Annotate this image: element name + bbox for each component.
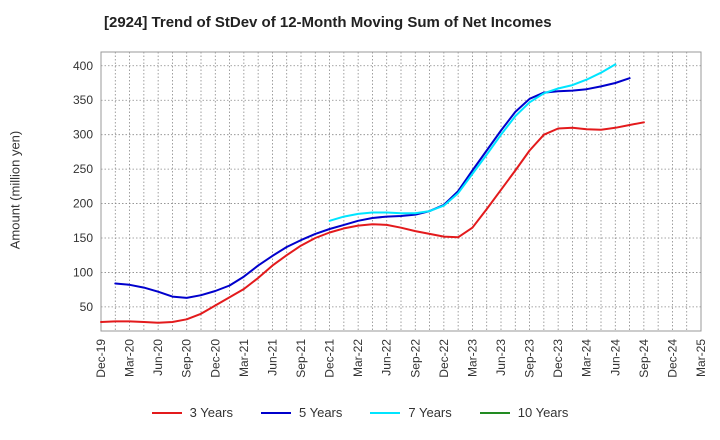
- x-tick-label: Jun-20: [151, 339, 165, 376]
- y-tick-label: 150: [73, 231, 93, 245]
- x-tick-label: Dec-19: [94, 339, 108, 378]
- legend-label: 7 Years: [408, 405, 452, 420]
- legend-swatch: [261, 411, 291, 414]
- x-tick-label: Dec-20: [208, 339, 222, 378]
- x-tick-label: Dec-24: [665, 339, 679, 378]
- series-line-3-years: [100, 121, 645, 324]
- y-tick-label: 50: [80, 300, 94, 314]
- chart-title: [2924] Trend of StDev of 12-Month Moving…: [104, 14, 552, 31]
- x-tick-label: Mar-23: [465, 339, 479, 377]
- x-tick-label: Mar-24: [580, 339, 594, 377]
- y-tick-label: 200: [73, 197, 93, 211]
- legend-item-7-years: 7 Years: [370, 405, 452, 420]
- plot-frame: [100, 51, 702, 332]
- x-tick-label: Sep-23: [523, 339, 537, 378]
- x-tick-label: Jun-23: [494, 339, 508, 376]
- y-tick-label: 100: [73, 265, 93, 279]
- legend-item-3-years: 3 Years: [151, 405, 233, 420]
- x-tick-label: Mar-21: [237, 339, 251, 377]
- x-tick-label: Mar-22: [351, 339, 365, 377]
- y-tick-label: 350: [73, 93, 93, 107]
- legend: 3 Years 5 Years 7 Years 10 Years: [0, 405, 720, 420]
- y-tick-label: 400: [73, 59, 93, 73]
- x-tick-label: Sep-22: [408, 339, 422, 378]
- x-tick-label: Dec-23: [551, 339, 565, 378]
- legend-label: 10 Years: [517, 405, 569, 420]
- x-tick-label: Jun-22: [380, 339, 394, 376]
- x-tick-label: Dec-21: [323, 339, 337, 378]
- legend-swatch: [370, 411, 401, 414]
- x-tick-label: Sep-21: [294, 339, 308, 378]
- legend-item-5-years: 5 Years: [261, 405, 342, 420]
- x-tick-label: Sep-20: [180, 339, 194, 378]
- y-tick-label: 250: [73, 162, 93, 176]
- legend-item-10-years: 10 Years: [479, 405, 569, 420]
- legend-swatch: [151, 411, 182, 414]
- x-tick-label: Mar-20: [123, 339, 137, 377]
- series-line-5-years: [114, 77, 631, 299]
- legend-label: 5 Years: [299, 405, 343, 420]
- y-tick-label: 300: [73, 128, 93, 142]
- x-tick-label: Jun-21: [265, 339, 279, 376]
- x-tick-label: Sep-24: [637, 339, 651, 378]
- x-tick-label: Mar-25: [694, 339, 708, 377]
- series-line-7-years: [328, 63, 617, 222]
- x-tick-label: Jun-24: [608, 339, 622, 376]
- legend-label: 3 Years: [189, 405, 233, 420]
- legend-swatch: [479, 411, 510, 414]
- x-tick-label: Dec-22: [437, 339, 451, 378]
